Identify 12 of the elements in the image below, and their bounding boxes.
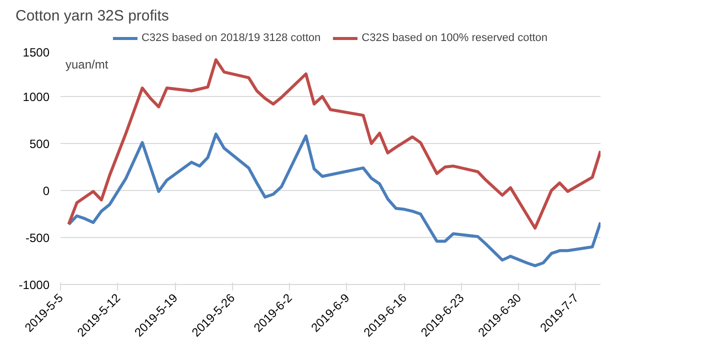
y-tick-label: -1000 — [18, 278, 50, 292]
y-tick-label: 1500 — [22, 46, 50, 60]
y-tick-label: 500 — [29, 137, 50, 151]
y-tick-label: 1000 — [22, 90, 50, 104]
legend-label: C32S based on 2018/19 3128 cotton — [141, 32, 321, 44]
legend-label: C32S based on 100% reserved cotton — [362, 32, 548, 44]
y-tick-label: 0 — [42, 184, 50, 198]
line-series — [67, 58, 600, 230]
line-series — [67, 132, 600, 268]
y-axis-title: yuan/mt — [66, 58, 109, 72]
y-tick-label: -500 — [25, 231, 50, 245]
chart-title: Cotton yarn 32S profits — [16, 8, 169, 24]
